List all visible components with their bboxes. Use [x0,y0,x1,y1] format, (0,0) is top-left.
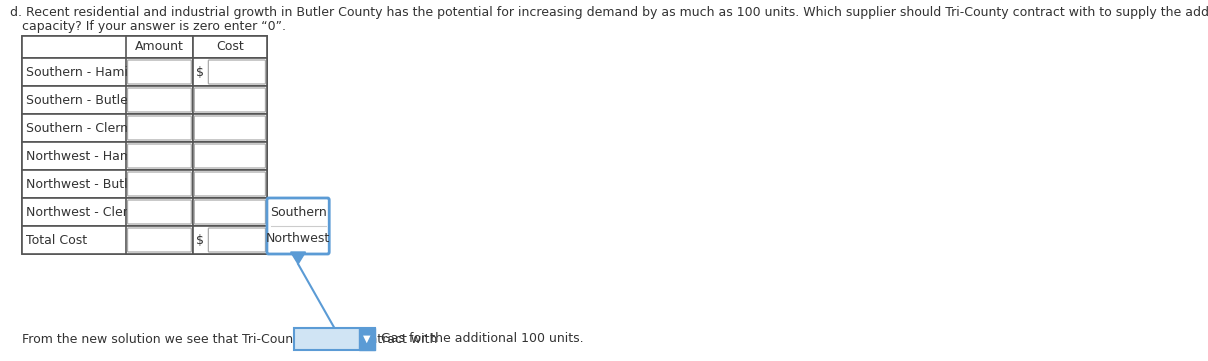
Text: Southern - Hamilton: Southern - Hamilton [25,65,152,78]
FancyBboxPatch shape [194,172,266,196]
Bar [193,36,267,58]
Text: $: $ [197,234,204,247]
Text: Southern - Butler: Southern - Butler [25,93,133,106]
Bar [126,198,193,226]
Bar [126,142,193,170]
Bar [193,142,267,170]
FancyBboxPatch shape [208,228,266,252]
Polygon shape [291,252,306,264]
Bar [22,36,267,254]
Bar [126,86,193,114]
Text: Northwest - Hamilton: Northwest - Hamilton [25,149,159,162]
Text: Northwest: Northwest [266,232,330,245]
Bar [193,198,267,226]
FancyBboxPatch shape [128,116,191,140]
Bar [22,198,267,226]
Bar [22,226,267,254]
Text: Northwest - Clermont: Northwest - Clermont [25,205,161,218]
Bar [193,58,267,86]
Text: Gas for the additional 100 units.: Gas for the additional 100 units. [382,332,583,345]
Text: Northwest - Butler: Northwest - Butler [25,178,140,191]
FancyBboxPatch shape [194,116,266,140]
FancyBboxPatch shape [208,60,266,84]
FancyBboxPatch shape [194,88,266,112]
Bar [22,86,267,114]
Text: Southern: Southern [269,206,326,219]
Text: Amount: Amount [135,40,184,53]
FancyBboxPatch shape [128,88,191,112]
Bar [22,58,267,86]
Bar [193,114,267,142]
Text: d. Recent residential and industrial growth in Butler County has the potential f: d. Recent residential and industrial gro… [11,6,1208,19]
Bar [126,58,193,86]
Bar [22,170,267,198]
Bar [126,114,193,142]
FancyBboxPatch shape [128,60,191,84]
Text: Southern - Clermont: Southern - Clermont [25,122,152,135]
Bar [22,36,267,58]
Bar [126,36,193,58]
Text: From the new solution we see that Tri-County should contract with: From the new solution we see that Tri-Co… [22,332,437,345]
FancyBboxPatch shape [128,144,191,168]
FancyBboxPatch shape [194,144,266,168]
Bar [193,226,267,254]
Bar [193,170,267,198]
FancyBboxPatch shape [294,328,376,350]
Text: $: $ [197,65,204,78]
FancyBboxPatch shape [194,200,266,224]
FancyBboxPatch shape [359,328,376,350]
Bar [126,226,193,254]
Bar [126,170,193,198]
Bar [22,142,267,170]
FancyBboxPatch shape [128,200,191,224]
Text: ▼: ▼ [364,334,371,344]
Text: Total Cost: Total Cost [25,234,87,247]
Bar [193,86,267,114]
Text: Cost: Cost [216,40,244,53]
Text: capacity? If your answer is zero enter “0”.: capacity? If your answer is zero enter “… [11,20,286,33]
FancyBboxPatch shape [267,198,330,254]
Bar [22,114,267,142]
FancyBboxPatch shape [128,228,191,252]
FancyBboxPatch shape [128,172,191,196]
